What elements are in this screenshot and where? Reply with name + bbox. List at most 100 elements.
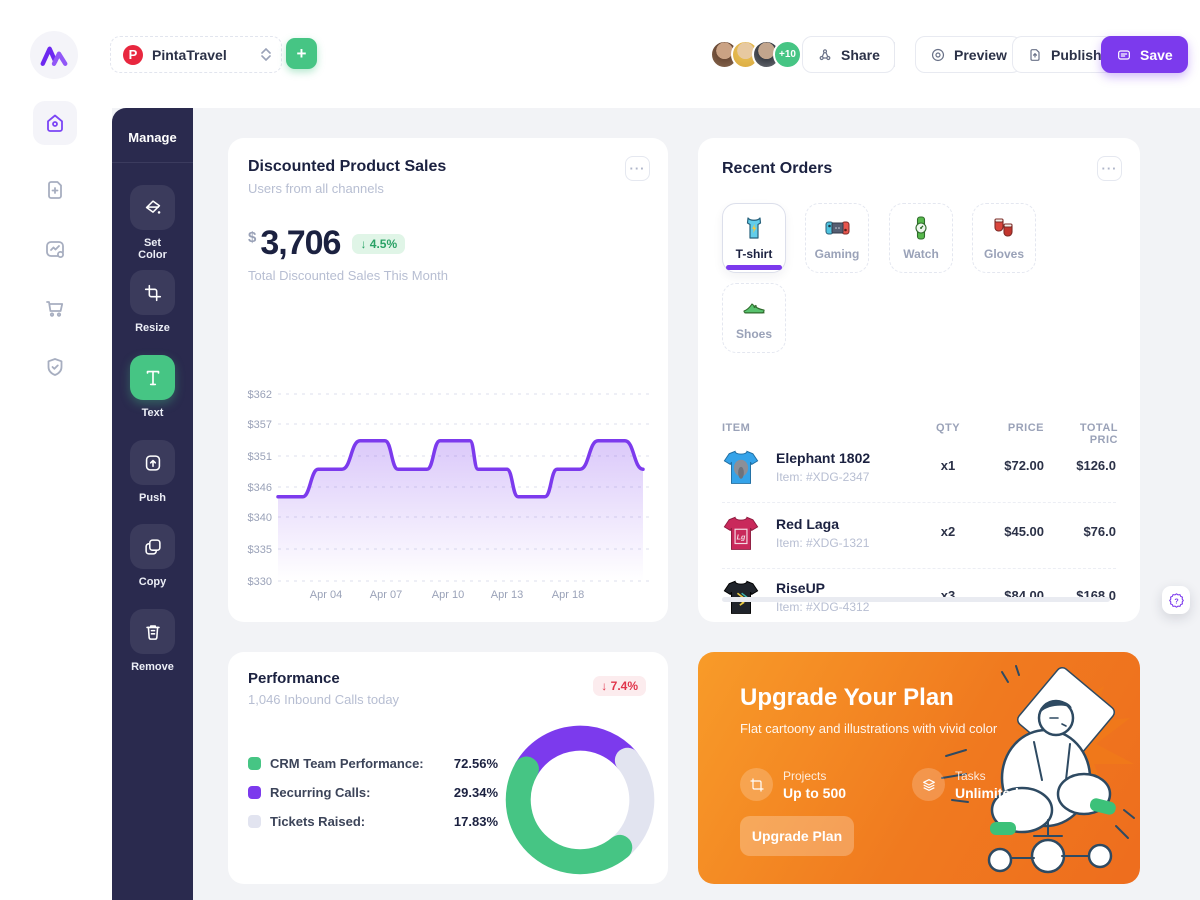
category-chip-tshirt[interactable]: T-shirt <box>722 203 786 273</box>
svg-text:Apr 07: Apr 07 <box>370 589 402 601</box>
category-chip-watch[interactable]: Watch <box>889 203 953 273</box>
orders-card-title: Recent Orders <box>722 160 833 177</box>
tool-copy[interactable]: Copy <box>130 524 175 588</box>
add-workspace-button[interactable]: + <box>286 38 317 69</box>
category-chip-gaming[interactable]: Gaming <box>805 203 869 273</box>
order-row[interactable]: Elephant 1802 Item: #XDG-2347 x1 $72.00 … <box>722 438 1140 502</box>
arrow-down-icon: ↓ <box>360 237 367 251</box>
rail-item-cart[interactable] <box>33 286 77 330</box>
orders-more-button[interactable]: ··· <box>1097 156 1122 181</box>
preview-button[interactable]: Preview <box>915 36 1022 73</box>
preview-icon <box>931 48 945 61</box>
product-thumbnail-tshirt: Lg <box>723 516 759 550</box>
performance-delta-badge: ↓ 7.4% <box>593 676 646 696</box>
legend-value: 29.34% <box>453 784 498 800</box>
legend-swatch <box>248 785 261 799</box>
svg-text:$346: $346 <box>248 482 272 494</box>
col-total: TOTAL PRIC <box>1079 422 1118 446</box>
category-chip-gloves[interactable]: Gloves <box>972 203 1036 273</box>
sales-caption: Total Discounted Sales This Month <box>248 268 448 283</box>
crop-icon <box>144 284 161 301</box>
upgrade-plan-button[interactable]: Upgrade Plan <box>740 816 854 856</box>
product-name: Elephant 1802 <box>776 450 871 466</box>
workspace-selector[interactable]: P PintaTravel <box>110 36 282 73</box>
legend-item: CRM Team Performance: 72.56% <box>248 755 498 771</box>
product-sku: Item: #XDG-2347 <box>776 470 870 484</box>
order-row[interactable]: RiseUP Item: #XDG-4312 x3 $84.00 $168.0 <box>722 568 1140 622</box>
avatar-overflow-badge[interactable]: +10 <box>773 40 802 69</box>
feature-value: Unlimited <box>955 784 1019 801</box>
app-logo[interactable] <box>30 31 78 79</box>
recent-orders-card: Recent Orders ··· T-shirt Gaming Watch G… <box>698 138 1140 622</box>
collaborator-avatars[interactable]: +10 <box>710 40 802 69</box>
share-label: Share <box>841 46 880 63</box>
svg-text:Lg: Lg <box>737 533 746 541</box>
legend-swatch <box>248 814 261 828</box>
chevron-updown-icon <box>261 48 271 61</box>
tshirt-icon <box>746 217 762 239</box>
share-button[interactable]: Share <box>802 36 895 73</box>
app-logo-icon <box>40 46 68 66</box>
legend-label: Tickets Raised: <box>270 813 366 829</box>
product-qty: x1 <box>940 458 956 473</box>
rail-item-add-file[interactable] <box>33 168 77 212</box>
product-thumbnail-tshirt <box>723 450 759 484</box>
dashboard-content: $362 $357 $351 $346 $340 $335 $330 Apr 0… <box>193 108 1200 900</box>
gaming-icon <box>825 221 849 235</box>
chart-line <box>276 438 645 499</box>
topbar: P PintaTravel + +10 Share Preview Publis… <box>0 0 1200 108</box>
horizontal-scrollbar[interactable] <box>722 597 1110 602</box>
tool-remove[interactable]: Remove <box>130 609 175 673</box>
category-chip-shoes[interactable]: Shoes <box>722 283 786 353</box>
svg-text:?: ? <box>1174 597 1178 605</box>
feature-label: Tasks <box>955 768 986 783</box>
svg-text:$362: $362 <box>248 389 272 401</box>
workspace-name: PintaTravel <box>152 46 227 63</box>
publish-label: Publish <box>1051 46 1102 63</box>
tool-set-color[interactable]: Set Color <box>130 185 175 261</box>
publish-icon <box>1030 48 1040 61</box>
rail-item-analytics[interactable] <box>33 227 77 271</box>
workspace-logo: P <box>123 44 143 65</box>
col-qty: QTY <box>935 422 961 434</box>
tool-text[interactable]: Text <box>130 355 175 419</box>
publish-button[interactable]: Publish <box>1012 36 1117 73</box>
rail-item-home[interactable] <box>33 101 77 145</box>
currency-symbol: $ <box>248 229 257 246</box>
legend-swatch <box>248 756 261 770</box>
feature-label: Projects <box>783 768 827 783</box>
row-divider <box>722 502 1116 503</box>
svg-text:$335: $335 <box>248 544 272 556</box>
feature-projects: Projects Up to 500 <box>740 768 846 801</box>
save-button[interactable]: Save <box>1101 36 1188 73</box>
cart-icon <box>46 301 64 317</box>
legend-label: CRM Team Performance: <box>270 755 424 771</box>
discounted-sales-card: $362 $357 $351 $346 $340 $335 $330 Apr 0… <box>228 138 668 622</box>
legend-item: Tickets Raised: 17.83% <box>248 813 498 829</box>
upgrade-plan-card: Upgrade Your Plan Flat cartoony and illu… <box>698 652 1140 884</box>
shoes-icon <box>742 303 765 314</box>
tools-divider <box>112 162 193 163</box>
sales-line-chart: $362 $357 $351 $346 $340 $335 $330 Apr 0… <box>248 389 652 601</box>
gloves-icon <box>994 218 1013 237</box>
save-label: Save <box>1140 46 1173 63</box>
product-price: $45.00 <box>1004 524 1044 539</box>
help-seal-icon: ? <box>1168 592 1184 608</box>
tool-push[interactable]: Push <box>130 440 175 504</box>
svg-text:Apr 04: Apr 04 <box>310 589 342 601</box>
svg-text:$351: $351 <box>248 451 272 463</box>
arrow-down-icon: ↓ <box>601 679 608 693</box>
upgrade-title: Upgrade Your Plan <box>740 684 954 711</box>
svg-text:Apr 13: Apr 13 <box>491 589 523 601</box>
preview-label: Preview <box>954 46 1007 63</box>
feature-value: Up to 500 <box>783 784 847 801</box>
product-total: $126.0 <box>1076 458 1116 473</box>
home-icon <box>47 114 63 132</box>
sales-more-button[interactable]: ··· <box>625 156 650 181</box>
help-button[interactable]: ? <box>1162 586 1190 614</box>
order-row[interactable]: Lg Red Laga Item: #XDG-1321 x2 $45.00 $7… <box>722 504 1140 568</box>
left-rail <box>0 101 112 900</box>
product-qty: x2 <box>940 524 956 539</box>
rail-item-security[interactable] <box>33 345 77 389</box>
tool-resize[interactable]: Resize <box>130 270 175 334</box>
